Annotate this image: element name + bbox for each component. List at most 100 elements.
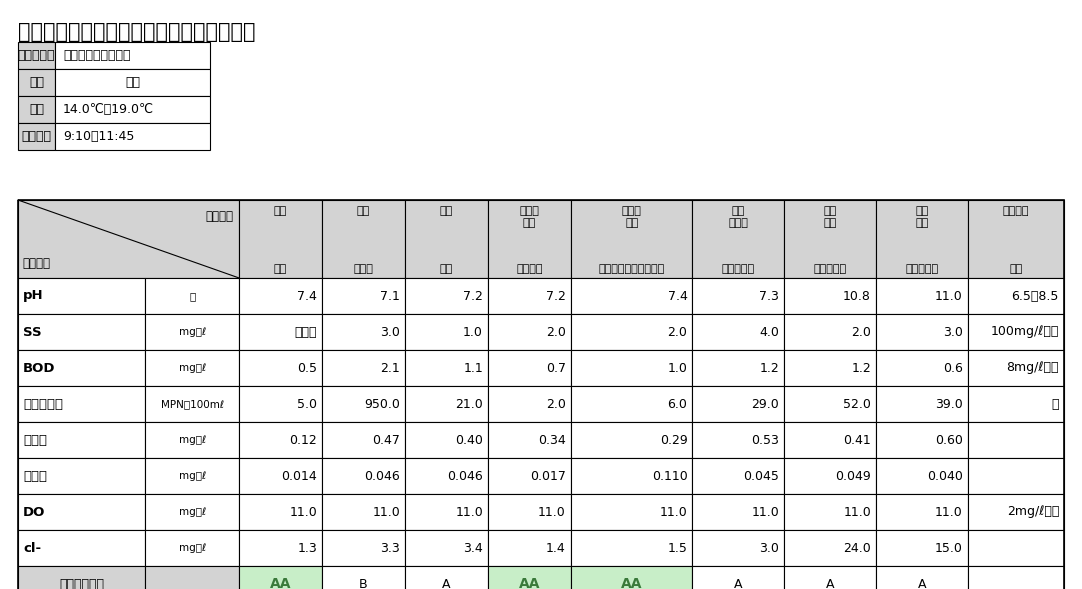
Text: 1.5: 1.5 (668, 541, 687, 554)
Bar (488, 566, 571, 589)
Text: 3.3: 3.3 (380, 541, 400, 554)
Text: 大川
下流: 大川 下流 (915, 206, 928, 229)
Bar (692, 458, 784, 494)
Text: mg／ℓ: mg／ℓ (179, 507, 206, 517)
Bar (571, 530, 692, 566)
Text: 100mg/ℓ以下: 100mg/ℓ以下 (991, 326, 1059, 339)
Bar (239, 278, 322, 314)
Bar (784, 314, 876, 350)
Bar (784, 494, 876, 530)
Bar (784, 200, 876, 278)
Text: 1.2: 1.2 (760, 362, 779, 375)
Text: 採水年月日: 採水年月日 (17, 49, 55, 62)
Bar (692, 278, 784, 314)
Text: 7.2: 7.2 (546, 290, 566, 303)
Bar (876, 386, 967, 422)
Bar (488, 494, 571, 530)
Bar (488, 278, 571, 314)
Text: 0.046: 0.046 (365, 469, 400, 482)
Text: 3.0: 3.0 (942, 326, 963, 339)
Bar (322, 386, 405, 422)
Text: 8mg/ℓ以下: 8mg/ℓ以下 (1006, 362, 1059, 375)
Text: 大腸菌群数: 大腸菌群数 (23, 398, 63, 411)
Text: 0.53: 0.53 (751, 434, 779, 446)
Bar (145, 458, 239, 494)
Text: 0.045: 0.045 (743, 469, 779, 482)
Text: 11.0: 11.0 (752, 505, 779, 518)
Bar (322, 350, 405, 386)
Bar (322, 458, 405, 494)
Bar (967, 314, 1064, 350)
Text: 7.1: 7.1 (380, 290, 400, 303)
Text: 6.0: 6.0 (668, 398, 687, 411)
Text: 11.0: 11.0 (660, 505, 687, 518)
Bar (876, 350, 967, 386)
Text: 7.3: 7.3 (760, 290, 779, 303)
Text: 0.29: 0.29 (660, 434, 687, 446)
Text: mg／ℓ: mg／ℓ (179, 435, 206, 445)
Text: 0.110: 0.110 (651, 469, 687, 482)
Text: 11.0: 11.0 (935, 505, 963, 518)
Text: 6.5～8.5: 6.5～8.5 (1012, 290, 1059, 303)
Bar (239, 200, 322, 278)
Bar (239, 530, 322, 566)
Text: 9:10～11:45: 9:10～11:45 (63, 130, 134, 143)
Bar (876, 314, 967, 350)
Text: 1.2: 1.2 (852, 362, 871, 375)
Bar (488, 386, 571, 422)
Text: 採水時間: 採水時間 (22, 130, 52, 143)
Bar (571, 422, 692, 458)
Bar (18, 386, 145, 422)
Bar (967, 566, 1064, 589)
Text: 7.4: 7.4 (668, 290, 687, 303)
Text: （西小路）: （西小路） (722, 264, 755, 274)
Text: 11.0: 11.0 (538, 505, 566, 518)
Text: 11.0: 11.0 (289, 505, 317, 518)
Text: 52.0: 52.0 (843, 398, 871, 411)
Text: mg／ℓ: mg／ℓ (179, 471, 206, 481)
Text: （馬曲）: （馬曲） (516, 264, 543, 274)
Bar (967, 458, 1064, 494)
Text: 11.0: 11.0 (372, 505, 400, 518)
Text: 3.0: 3.0 (760, 541, 779, 554)
Bar (239, 566, 322, 589)
Text: 樽川: 樽川 (440, 206, 453, 216)
Bar (322, 422, 405, 458)
Text: 令和５年４月２１日: 令和５年４月２１日 (63, 49, 131, 62)
Text: （グリーンセンター）: （グリーンセンター） (598, 264, 664, 274)
Text: 0.60: 0.60 (935, 434, 963, 446)
Bar (876, 278, 967, 314)
Text: 採水場所: 採水場所 (206, 210, 233, 223)
Bar (55, 42, 210, 69)
Text: 24.0: 24.0 (843, 541, 871, 554)
Bar (322, 566, 405, 589)
Bar (876, 200, 967, 278)
Text: 7.4: 7.4 (298, 290, 317, 303)
Bar (488, 458, 571, 494)
Text: mg／ℓ: mg／ℓ (179, 363, 206, 373)
Text: 農業用水: 農業用水 (1003, 206, 1029, 216)
Bar (692, 386, 784, 422)
Text: A: A (918, 577, 926, 589)
Text: －: － (189, 291, 195, 301)
Bar (405, 422, 488, 458)
Bar (876, 530, 967, 566)
Text: 11.0: 11.0 (935, 290, 963, 303)
Text: 1.4: 1.4 (546, 541, 566, 554)
Bar (571, 350, 692, 386)
Text: 0.47: 0.47 (372, 434, 400, 446)
Bar (18, 123, 55, 150)
Bar (488, 314, 571, 350)
Bar (488, 422, 571, 458)
Bar (571, 386, 692, 422)
Bar (876, 458, 967, 494)
Bar (239, 314, 322, 350)
Bar (571, 278, 692, 314)
Text: 1.1: 1.1 (463, 362, 483, 375)
Text: 馬曲川
上流: 馬曲川 上流 (519, 206, 539, 229)
Text: A: A (734, 577, 742, 589)
Text: 0.34: 0.34 (538, 434, 566, 446)
Bar (967, 278, 1064, 314)
Bar (876, 494, 967, 530)
Text: 29.0: 29.0 (752, 398, 779, 411)
